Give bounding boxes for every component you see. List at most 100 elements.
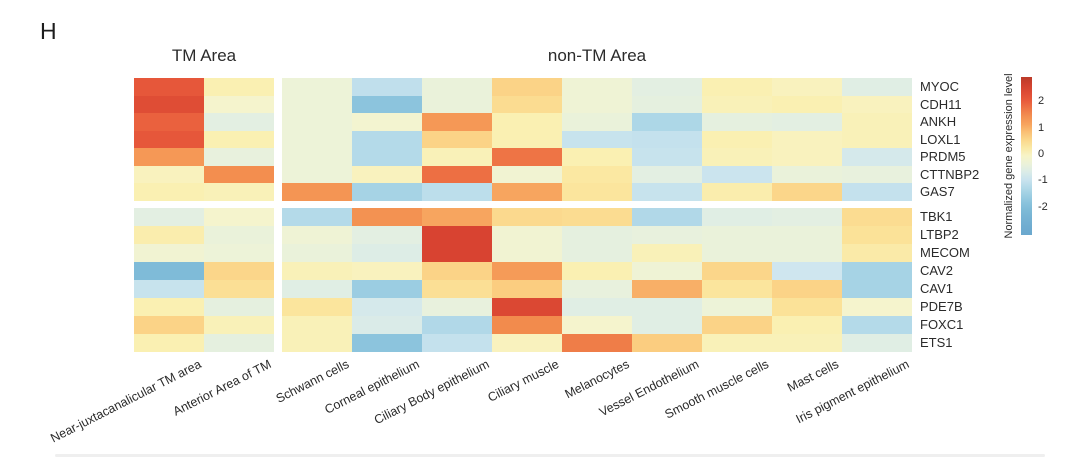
colorbar-tick-label: -1 — [1038, 174, 1048, 187]
heatmap-cell — [134, 148, 204, 166]
heatmap-cell — [422, 165, 492, 183]
heatmap-cell — [562, 315, 632, 334]
heatmap-cell — [422, 130, 492, 148]
heatmap-cell — [492, 315, 562, 334]
heatmap-cell — [282, 183, 352, 201]
colorbar-title: Normalized gene expression level — [1003, 73, 1015, 239]
heatmap-cell — [702, 130, 772, 148]
heatmap-cell — [842, 225, 912, 244]
heatmap-cell — [562, 279, 632, 298]
heatmap-cell — [632, 315, 702, 334]
heatmap-cell — [422, 315, 492, 334]
heatmap-cell — [702, 207, 772, 226]
heatmap-cell — [632, 297, 702, 316]
heatmap-cell — [134, 95, 204, 113]
heatmap-cell — [134, 315, 204, 334]
heatmap-cell — [352, 297, 422, 316]
gene-label-cdh11: CDH11 — [920, 96, 962, 112]
heatmap-block-r1-c0 — [134, 207, 274, 352]
heatmap-cell — [134, 225, 204, 244]
heatmap-cell — [422, 183, 492, 201]
heatmap-cell — [702, 183, 772, 201]
heatmap-cell — [282, 78, 352, 96]
column-group-header-non-tm: non-TM Area — [547, 46, 647, 65]
heatmap-cell — [492, 78, 562, 96]
gene-label-prdm5: PRDM5 — [920, 149, 966, 165]
heatmap-cell — [562, 297, 632, 316]
heatmap-cell — [134, 78, 204, 96]
column-label: Ciliary Body epithelium — [371, 357, 492, 428]
heatmap-cell — [842, 165, 912, 183]
colorbar-tick-label: 0 — [1038, 147, 1045, 160]
heatmap-cell — [134, 183, 204, 201]
heatmap-cell — [772, 333, 842, 352]
heatmap-cell — [702, 113, 772, 131]
heatmap-cell — [842, 130, 912, 148]
column-label: Ciliary muscle — [485, 357, 562, 405]
heatmap-cell — [204, 78, 274, 96]
heatmap-cell — [842, 113, 912, 131]
heatmap-cell — [134, 165, 204, 183]
heatmap-cell — [352, 183, 422, 201]
heatmap-cell — [842, 279, 912, 298]
heatmap-cell — [562, 130, 632, 148]
gene-label-cav1: CAV1 — [920, 281, 953, 296]
gene-label-myoc: MYOC — [920, 79, 959, 95]
heatmap-cell — [422, 95, 492, 113]
heatmap-cell — [632, 78, 702, 96]
heatmap-cell — [492, 243, 562, 262]
heatmap-cell — [772, 261, 842, 280]
heatmap-cell — [204, 207, 274, 226]
heatmap-cell — [842, 78, 912, 96]
heatmap-cell — [492, 165, 562, 183]
heatmap-cell — [492, 207, 562, 226]
heatmap-cell — [632, 113, 702, 131]
colorbar-gradient — [1021, 77, 1032, 235]
heatmap-cell — [562, 261, 632, 280]
heatmap-block-r0-c0 — [134, 78, 274, 201]
heatmap-cell — [422, 297, 492, 316]
gene-label-ltbp2: LTBP2 — [920, 227, 959, 242]
gene-label-ankh: ANKH — [920, 114, 957, 130]
heatmap-cell — [282, 95, 352, 113]
heatmap-cell — [492, 113, 562, 131]
heatmap-cell — [702, 315, 772, 334]
heatmap-cell — [772, 297, 842, 316]
heatmap-cell — [134, 297, 204, 316]
heatmap-cell — [352, 113, 422, 131]
heatmap-cell — [352, 333, 422, 352]
heatmap-cell — [772, 225, 842, 244]
heatmap-cell — [702, 165, 772, 183]
heatmap-cell — [282, 148, 352, 166]
gene-label-cttnbp2: CTTNBP2 — [920, 166, 980, 182]
heatmap-cell — [772, 183, 842, 201]
gene-label-loxl1: LOXL1 — [920, 131, 961, 147]
heatmap-cell — [352, 279, 422, 298]
heatmap-cell — [352, 225, 422, 244]
heatmap-cell — [772, 130, 842, 148]
heatmap-cell — [204, 315, 274, 334]
heatmap-cell — [282, 225, 352, 244]
heatmap-cell — [352, 148, 422, 166]
colorbar-tick-label: 1 — [1038, 121, 1045, 134]
gene-label-tbk1: TBK1 — [920, 209, 953, 224]
heatmap-cell — [702, 148, 772, 166]
gene-label-ets1: ETS1 — [920, 335, 953, 350]
heatmap-cell — [134, 243, 204, 262]
heatmap-cell — [282, 297, 352, 316]
heatmap-cell — [842, 297, 912, 316]
heatmap-cell — [632, 261, 702, 280]
heatmap-cell — [282, 207, 352, 226]
colorbar-tick-label: 2 — [1038, 95, 1045, 108]
heatmap-cell — [702, 297, 772, 316]
gene-label-cav2: CAV2 — [920, 263, 953, 278]
heatmap-cell — [352, 165, 422, 183]
heatmap-cell — [204, 225, 274, 244]
heatmap-cell — [204, 297, 274, 316]
heatmap-cell — [204, 183, 274, 201]
heatmap-cell — [702, 95, 772, 113]
heatmap-cell — [204, 95, 274, 113]
heatmap-block-r1-c1 — [282, 207, 912, 352]
heatmap-cell — [352, 78, 422, 96]
heatmap-cell — [134, 333, 204, 352]
